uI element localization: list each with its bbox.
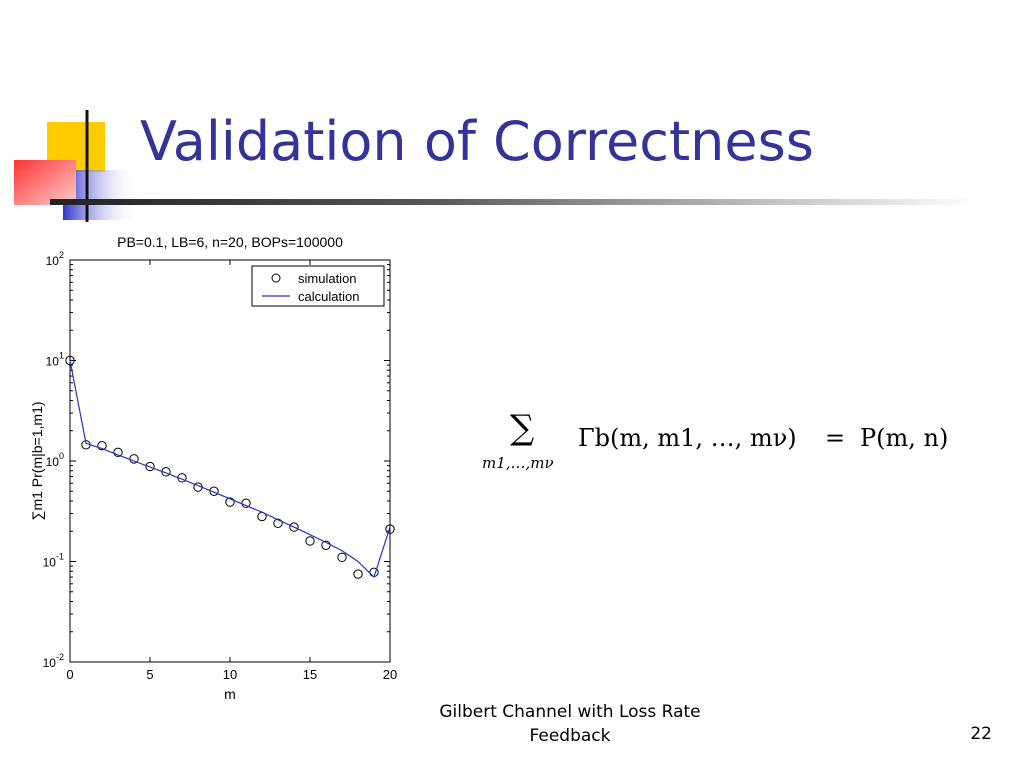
x-tick-label: 20 <box>383 667 397 682</box>
data-point-simulation <box>337 552 347 563</box>
y-tick-label: 10-1 <box>43 552 64 570</box>
formula-equals: = <box>825 424 846 452</box>
data-point-simulation <box>273 518 283 528</box>
data-point-simulation <box>353 569 363 579</box>
title-decoration <box>14 110 138 222</box>
legend-label: calculation <box>298 289 359 304</box>
title-underline <box>50 199 980 205</box>
sum-symbol: ∑ <box>510 408 535 448</box>
data-point-simulation <box>321 540 331 550</box>
x-tick-label: 0 <box>66 667 73 682</box>
data-point-simulation <box>145 461 155 472</box>
sum-subscript: m1,…,mν <box>482 454 554 472</box>
y-tick-label: 102 <box>46 250 64 268</box>
y-tick-label: 100 <box>46 451 64 469</box>
red-square <box>14 160 76 205</box>
data-point-simulation <box>113 447 123 458</box>
data-point-simulation <box>385 524 395 534</box>
formula: ∑ m1,…,mν Γb(m, m1, …, mν) = P(m, n) <box>480 408 980 484</box>
formula-rhs: P(m, n) <box>860 424 949 452</box>
y-tick-label: 10-2 <box>43 652 64 670</box>
chart: PB=0.1, LB=6, n=20, BOPs=100000 0 5 10 15 20… <box>29 234 397 702</box>
data-point-simulation <box>209 486 219 496</box>
data-point-simulation <box>305 536 315 546</box>
y-tick-label: 101 <box>46 351 64 369</box>
slide-title: Validation of Correctness <box>140 110 814 173</box>
legend-box <box>251 265 385 307</box>
formula-lhs: Γb(m, m1, …, mν) <box>578 424 797 452</box>
page-number: 22 <box>970 724 992 744</box>
series-line-calculation <box>69 360 391 579</box>
data-point-simulation <box>97 440 107 451</box>
data-point-simulation <box>65 355 75 366</box>
x-tick-label: 5 <box>146 667 153 682</box>
plot-frame <box>69 259 391 663</box>
legend-marker-simulation <box>271 273 281 283</box>
data-point-simulation <box>289 522 299 532</box>
data-point-simulation <box>225 497 235 507</box>
x-axis-label: m <box>224 686 236 702</box>
y-axis-label: ∑m1 Pr(m|b=1,m1) <box>29 401 45 520</box>
slide-footer: Gilbert Channel with Loss Rate Feedback <box>439 702 701 746</box>
x-tick-label: 15 <box>303 667 317 682</box>
chart-title: PB=0.1, LB=6, n=20, BOPs=100000 <box>117 234 343 250</box>
legend-label: simulation <box>298 271 357 286</box>
x-tick-label: 10 <box>223 667 237 682</box>
